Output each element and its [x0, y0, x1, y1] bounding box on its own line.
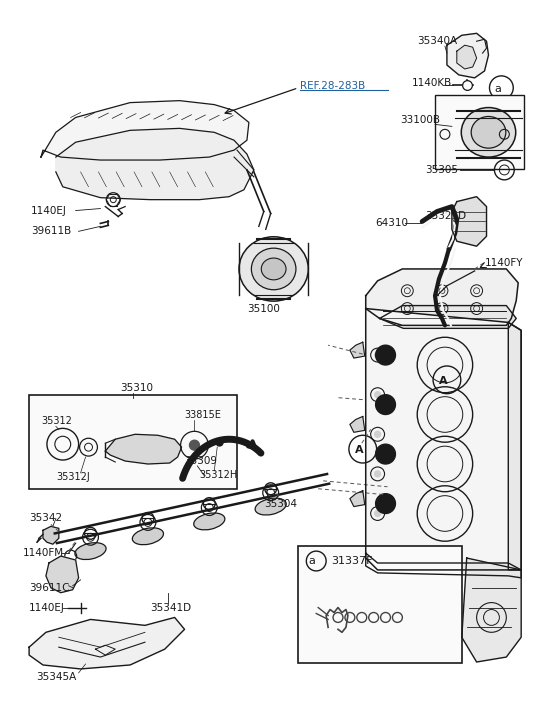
Circle shape — [376, 444, 395, 464]
Circle shape — [376, 395, 395, 414]
Polygon shape — [366, 269, 518, 326]
Polygon shape — [366, 308, 521, 570]
Text: 1140EJ: 1140EJ — [31, 206, 67, 215]
Bar — [435, 95, 524, 169]
Text: REF.28-283B: REF.28-283B — [301, 81, 366, 91]
Polygon shape — [379, 305, 516, 329]
Bar — [298, 546, 462, 663]
Ellipse shape — [193, 513, 225, 530]
Text: 35340A: 35340A — [417, 36, 457, 47]
Circle shape — [375, 471, 381, 477]
Text: 35312H: 35312H — [199, 470, 238, 480]
Ellipse shape — [471, 116, 506, 148]
Text: 64310: 64310 — [376, 218, 409, 228]
Text: 35312: 35312 — [41, 417, 72, 427]
Text: a: a — [494, 84, 501, 94]
Text: 31337F: 31337F — [331, 556, 373, 566]
Polygon shape — [43, 526, 59, 545]
Text: A: A — [354, 445, 363, 455]
Polygon shape — [350, 491, 365, 507]
Ellipse shape — [252, 248, 296, 290]
Ellipse shape — [261, 258, 286, 280]
Polygon shape — [457, 45, 477, 69]
Circle shape — [375, 352, 381, 358]
Polygon shape — [29, 617, 184, 669]
Text: 33100B: 33100B — [400, 116, 440, 126]
Polygon shape — [447, 33, 489, 78]
Text: 35305: 35305 — [425, 165, 458, 175]
Ellipse shape — [461, 108, 516, 157]
Bar — [29, 395, 237, 489]
Circle shape — [190, 441, 199, 450]
Polygon shape — [106, 434, 182, 464]
Text: 1140FM: 1140FM — [23, 548, 64, 558]
Text: 35345A: 35345A — [36, 672, 76, 682]
Text: 35309: 35309 — [184, 456, 217, 466]
Text: 39611B: 39611B — [31, 226, 71, 236]
Text: 35341D: 35341D — [150, 603, 191, 613]
Polygon shape — [41, 100, 249, 160]
Text: 1140KB: 1140KB — [412, 78, 453, 88]
Polygon shape — [508, 322, 521, 570]
Text: 35304: 35304 — [264, 499, 297, 509]
Polygon shape — [350, 342, 365, 358]
Polygon shape — [46, 556, 78, 593]
Circle shape — [376, 494, 395, 513]
Text: 1140EJ: 1140EJ — [29, 603, 65, 613]
Polygon shape — [366, 553, 521, 578]
Text: 35312J: 35312J — [56, 472, 90, 482]
Text: 39611C: 39611C — [29, 583, 70, 593]
Text: a: a — [309, 556, 316, 566]
Polygon shape — [56, 129, 254, 200]
Text: 35310: 35310 — [120, 382, 153, 393]
Text: 35325D: 35325D — [425, 212, 466, 222]
Text: 1140FY: 1140FY — [484, 258, 523, 268]
Ellipse shape — [132, 528, 164, 545]
Text: 35342: 35342 — [29, 513, 62, 523]
Text: 33815E: 33815E — [184, 411, 221, 420]
Text: A: A — [439, 376, 447, 386]
Circle shape — [375, 392, 381, 398]
Circle shape — [376, 345, 395, 365]
Ellipse shape — [239, 237, 308, 301]
Polygon shape — [462, 558, 521, 662]
Circle shape — [375, 510, 381, 516]
Ellipse shape — [255, 498, 286, 515]
Circle shape — [375, 431, 381, 437]
Polygon shape — [452, 197, 487, 246]
Ellipse shape — [75, 542, 106, 560]
Polygon shape — [350, 417, 365, 433]
Text: 35100: 35100 — [247, 304, 280, 313]
